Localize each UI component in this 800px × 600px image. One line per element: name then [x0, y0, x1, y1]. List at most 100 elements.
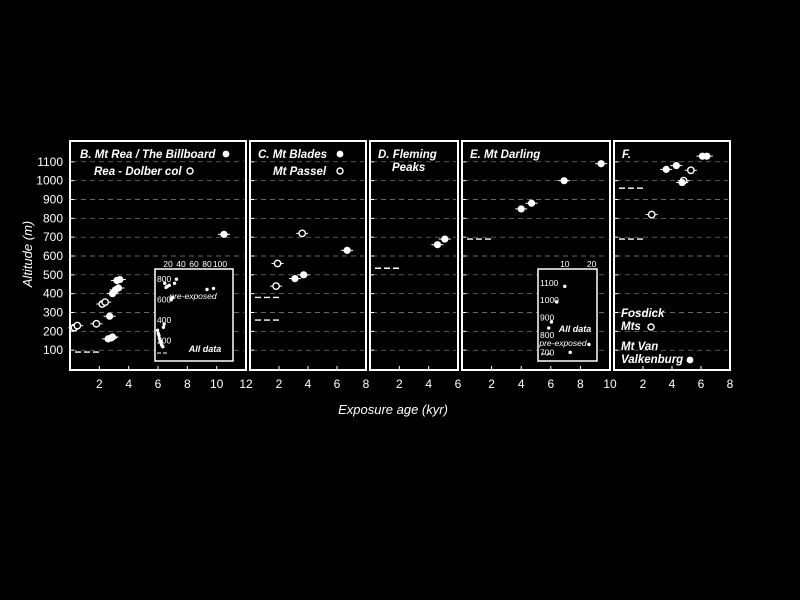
- inset-x-tick-label: 40: [176, 259, 186, 269]
- inset-annotation: All data: [558, 324, 592, 334]
- x-tick-label: 2: [276, 377, 283, 391]
- data-point: [108, 333, 117, 341]
- panel-C: 2 4 6 8 C. Mt Blades Mt Passel: [249, 140, 370, 391]
- inset-point: [155, 328, 160, 333]
- inset-point: [162, 322, 166, 326]
- inset-annotation: pre-exposed: [538, 338, 587, 348]
- data-point: [597, 160, 605, 168]
- panel-F: 2 4 6 8 F. Fosdick Mts Mt Van Valkenburg: [613, 140, 734, 391]
- data-point: [441, 235, 449, 243]
- data-point: [517, 205, 525, 213]
- data-point: [114, 284, 122, 292]
- inset-point: [205, 287, 209, 292]
- inset-point: [163, 281, 167, 286]
- y-tick-label: 100: [43, 343, 63, 357]
- legend-marker: [647, 323, 655, 331]
- inset-point: [547, 326, 551, 330]
- x-tick-label: 6: [547, 377, 554, 391]
- data-point: [647, 210, 656, 219]
- panel-frame: [369, 140, 459, 371]
- inset-x-tick-label: 80: [202, 259, 212, 269]
- data-point: [662, 165, 670, 173]
- data-point: [300, 271, 308, 279]
- inset-y-tick-label: 400: [157, 315, 171, 325]
- y-tick-label: 800: [43, 211, 63, 225]
- legend-label: E. Mt Darling: [470, 149, 540, 161]
- y-tick-label: 300: [43, 306, 63, 320]
- data-point: [220, 230, 228, 238]
- legend-label: F.: [622, 149, 631, 161]
- x-tick-label: 8: [577, 377, 584, 391]
- inset-B: 20 40 60 80 100 200 400 600 800 pre-exposed All da…: [154, 259, 234, 362]
- legend-marker: [186, 167, 194, 175]
- data-point: [298, 229, 307, 238]
- inset-point: [161, 344, 165, 349]
- inset-point: [174, 277, 179, 281]
- x-tick-label: 8: [727, 377, 734, 391]
- x-tick-label: 2: [396, 377, 403, 391]
- x-tick-label: 12: [239, 377, 253, 391]
- legend-label: Mt Van Valkenburg: [621, 341, 683, 366]
- y-tick-label: 600: [43, 249, 63, 263]
- y-tick-label: 500: [43, 268, 63, 282]
- x-tick-label: 4: [425, 377, 432, 391]
- x-tick-label: 4: [125, 377, 132, 391]
- inset-frame: [537, 268, 598, 362]
- x-tick-label: 6: [155, 377, 162, 391]
- inset-x-tick-label: 20: [163, 259, 173, 269]
- legend-label: B. Mt Rea / The Billboard: [80, 149, 216, 161]
- data-point: [73, 321, 82, 330]
- inset-y-tick-label: 800: [540, 330, 554, 340]
- x-tick-label: 4: [669, 377, 676, 391]
- x-tick-label: 6: [455, 377, 462, 391]
- data-point: [527, 199, 536, 207]
- legend-label: Fosdick Mts: [621, 308, 665, 333]
- data-point: [272, 282, 280, 291]
- data-point: [703, 152, 711, 160]
- inset-y-tick-label: 200: [157, 336, 171, 346]
- inset-y-tick-label: 600: [157, 295, 171, 305]
- inset-point: [161, 325, 166, 329]
- legend-marker: [222, 150, 230, 158]
- y-tick-label: 1100: [37, 155, 63, 169]
- inset-point: [211, 286, 216, 291]
- inset-annotation: All data: [188, 344, 222, 354]
- inset-y-tick-label: 900: [540, 313, 554, 323]
- inset-E: 10 20 700 800 900 1000 1100 All data pre-exposed: [537, 259, 598, 362]
- inset-point: [157, 333, 161, 338]
- legend-label: Mt Passel: [273, 166, 327, 178]
- data-point: [686, 166, 695, 175]
- x-tick-label: 2: [488, 377, 495, 391]
- data-point: [101, 298, 110, 307]
- data-point: [92, 319, 101, 328]
- legend-label: Rea - Dolber col: [94, 166, 182, 178]
- data-point: [116, 275, 124, 284]
- x-tick-label: 2: [96, 377, 103, 391]
- x-tick-label: 6: [334, 377, 341, 391]
- data-point: [433, 241, 442, 249]
- inset-point: [170, 295, 175, 300]
- panel-B: 2 4 6 8 10 12 B. Mt Rea / The Billboard Rea - D…: [68, 140, 253, 391]
- data-point: [106, 312, 114, 320]
- x-tick-label: 8: [363, 377, 370, 391]
- legend-label: C. Mt Blades: [258, 149, 327, 161]
- data-point: [678, 178, 686, 187]
- panel-E: 2 4 6 8 10 E. Mt Darling 10 20 700 800 900 1000 1100…: [461, 140, 617, 391]
- inset-point: [167, 283, 171, 288]
- legend-marker: [336, 150, 344, 158]
- inset-point: [555, 300, 559, 304]
- y-tick-label: 700: [43, 230, 63, 244]
- panel-frame: [613, 140, 731, 371]
- x-tick-label: 6: [698, 377, 705, 391]
- legend-marker: [686, 356, 694, 364]
- x-tick-label: 4: [305, 377, 312, 391]
- data-point: [672, 162, 680, 170]
- inset-x-tick-label: 10: [560, 259, 570, 269]
- y-tick-label: 1000: [36, 174, 63, 188]
- x-tick-label: 2: [640, 377, 647, 391]
- panels: 100 200 300 400 500 600 700 800 900 1000 1100 2 4 6 8 1…: [36, 140, 734, 391]
- y-axis-label: Altitude (m): [20, 221, 35, 288]
- data-point: [560, 177, 568, 185]
- inset-point: [563, 284, 567, 289]
